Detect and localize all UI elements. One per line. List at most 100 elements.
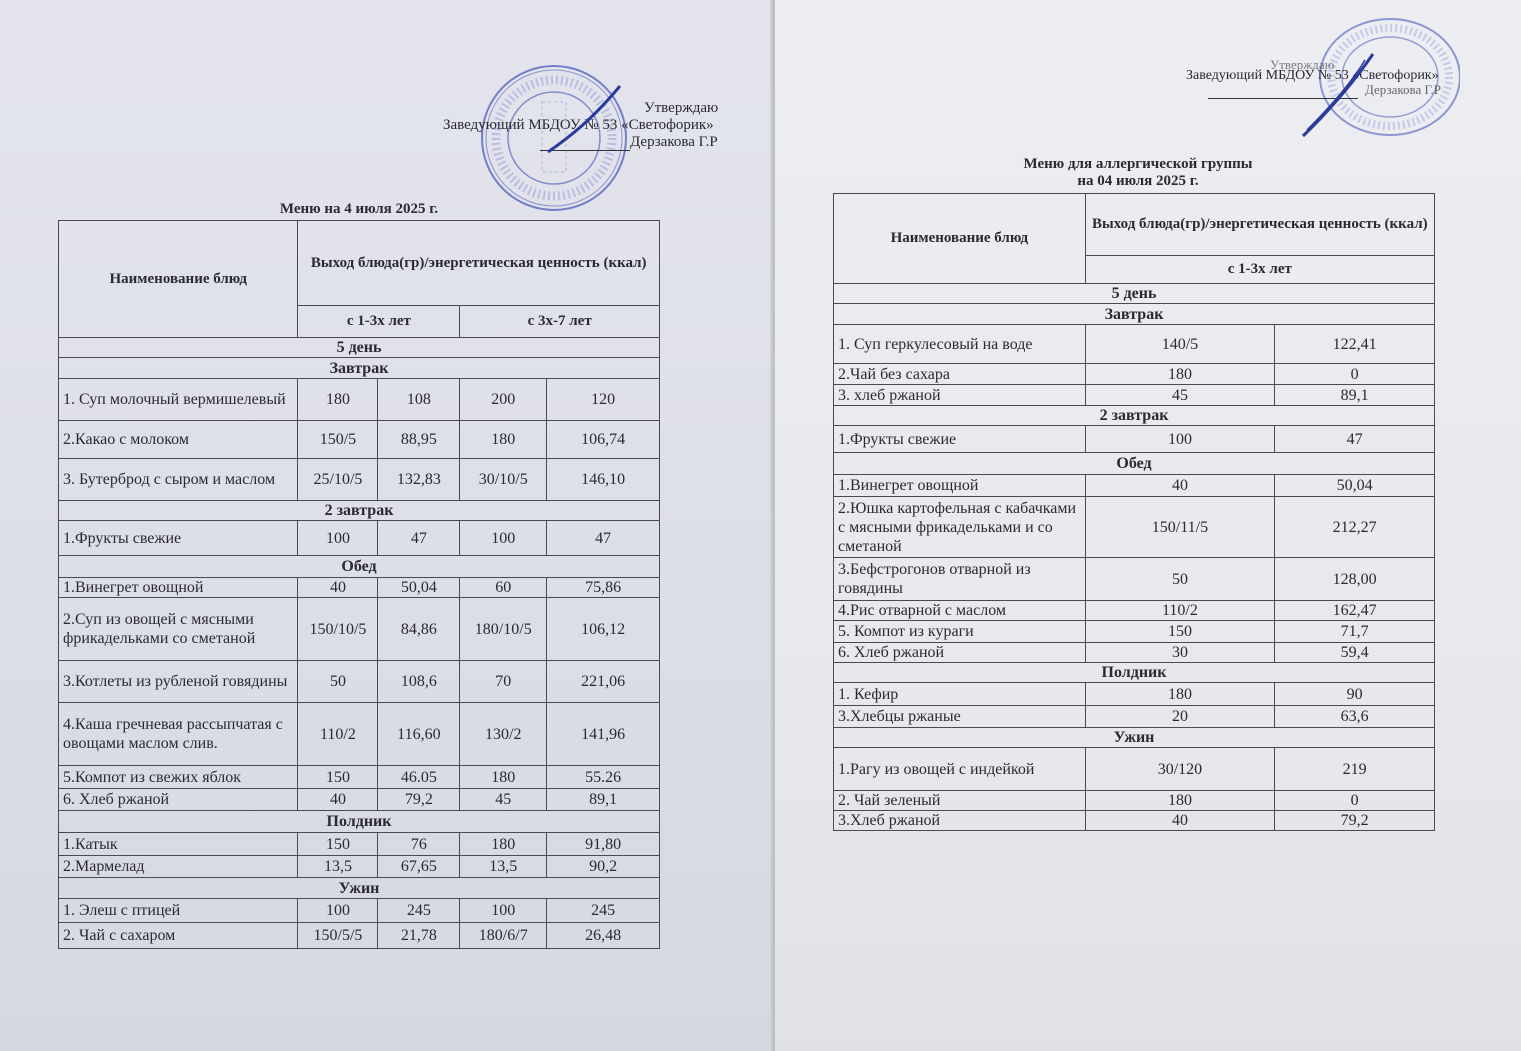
- portion-1-3: 150: [297, 832, 379, 856]
- dish-name: 3. Бутерброд с сыром и маслом: [57, 458, 299, 501]
- portion-1-3: 100: [1084, 425, 1276, 453]
- kcal-3-7: 141,96: [546, 702, 660, 766]
- meal-section-label: Обед: [833, 452, 1435, 475]
- kcal-3-7: 47: [546, 520, 660, 556]
- dish-name: 3.Котлеты из рубленой говядины: [57, 660, 299, 703]
- table-row: 2.Мармелад 13,5 67,65 13,5 90,2: [57, 855, 660, 878]
- dish-name: 2. Чай с сахаром: [57, 922, 299, 949]
- table-row: 3. Бутерброд с сыром и маслом 25/10/5 132,…: [57, 458, 660, 501]
- kcal-1-3: 162,47: [1274, 600, 1435, 621]
- portion-3-7: 100: [459, 898, 548, 923]
- kcal-1-3: 128,00: [1274, 557, 1435, 601]
- portion-3-7: 200: [459, 378, 548, 421]
- table-row: 2.Юшка картофельная с кабачками с мясным…: [833, 496, 1435, 558]
- meal-section-label: Полдник: [833, 662, 1435, 683]
- kcal-1-3: 46.05: [377, 765, 461, 789]
- meal-section-label: 5 день: [58, 337, 660, 358]
- portion-1-3: 50: [297, 660, 379, 703]
- portion-3-7: 180/10/5: [459, 597, 548, 661]
- dish-name: 1. Кефир: [833, 682, 1086, 706]
- table-row: 6. Хлеб ржаной 30 59,4: [833, 642, 1435, 663]
- dish-name: 2. Чай зеленый: [833, 790, 1086, 811]
- header-row: Наименование блюд Выход блюда(гр)/энергет…: [57, 220, 660, 338]
- portion-3-7: 60: [459, 577, 548, 598]
- portion-3-7: 180: [459, 832, 548, 856]
- kcal-1-3: 116,60: [377, 702, 461, 766]
- kcal-1-3: 79,2: [377, 788, 461, 811]
- table-row: 6. Хлеб ржаной 40 79,2 45 89,1: [57, 788, 660, 811]
- table-row: 2.Какао с молоком 150/5 88,95 180 106,74: [57, 420, 660, 459]
- menu-title-line1: Меню для аллергической группы: [1023, 156, 1253, 172]
- approver-position: Заведующий МБДОУ № 53 «Светофорик»: [1186, 68, 1439, 83]
- dish-name: 1.Винегрет овощной: [57, 577, 299, 598]
- table-row: 3.Хлебцы ржаные 20 63,6: [833, 705, 1435, 728]
- age-group-header: с 1-3х лет: [1084, 255, 1436, 284]
- portion-1-3: 100: [297, 898, 379, 923]
- age-row: с 1-3х лет с 3х-7 лет: [59, 305, 660, 338]
- portion-1-3: 150: [297, 765, 379, 789]
- table-row: 3. хлеб ржаной 45 89,1: [833, 384, 1435, 406]
- kcal-1-3: 108: [377, 378, 461, 421]
- kcal-1-3: 63,6: [1274, 705, 1435, 728]
- dish-name: 3. хлеб ржаной: [833, 384, 1086, 406]
- table-row: 1.Винегрет овощной 40 50,04 60 75,86: [57, 577, 660, 598]
- kcal-1-3: 21,78: [377, 922, 461, 949]
- portion-1-3: 180: [1084, 682, 1276, 706]
- signature: [1301, 53, 1375, 138]
- kcal-3-7: 91,80: [546, 832, 660, 856]
- table-row: 1.Рагу из овощей с индейкой 30/120 219: [833, 747, 1435, 791]
- age-row: с 1-3х лет: [834, 255, 1436, 284]
- allergy-menu-table: Наименование блюд Выход блюда(гр)/энергет…: [833, 193, 1436, 831]
- kcal-1-3: 84,86: [377, 597, 461, 661]
- table-row: 1. Кефир 180 90: [833, 682, 1435, 706]
- kcal-1-3: 88,95: [377, 420, 461, 459]
- portion-1-3: 30/120: [1084, 747, 1276, 791]
- dish-name: 1. Суп молочный вермишелевый: [57, 378, 299, 421]
- menu-page-right: Утверждаю Заведующий МБДОУ № 53 «Светофо…: [775, 0, 1521, 1051]
- table-row: 1.Фрукты свежие 100 47 100 47: [57, 520, 660, 556]
- portion-1-3: 140/5: [1084, 324, 1276, 364]
- meal-section-label: Ужин: [58, 877, 660, 899]
- dish-name: 6. Хлеб ржаной: [833, 642, 1086, 663]
- dish-name: 2.Какао с молоком: [57, 420, 299, 459]
- meal-section-label: Обед: [58, 555, 660, 578]
- kcal-3-7: 146,10: [546, 458, 660, 501]
- menu-page-left: Утверждаю Заведующий МБДОУ № 53 «Светофо…: [0, 0, 775, 1051]
- section-row: Завтрак: [833, 303, 1435, 325]
- kcal-3-7: 106,74: [546, 420, 660, 459]
- table-row: 1. Элеш с птицей 100 245 100 245: [57, 898, 660, 923]
- meal-section-label: 2 завтрак: [58, 500, 660, 521]
- kcal-1-3: 0: [1274, 363, 1435, 385]
- portion-1-3: 20: [1084, 705, 1276, 728]
- table-row: 2. Чай зеленый 180 0: [833, 790, 1435, 811]
- portion-1-3: 30: [1084, 642, 1276, 663]
- approver-name: Дерзакова Г.Р: [630, 134, 718, 150]
- meal-section-label: 5 день: [833, 283, 1435, 304]
- portion-1-3: 40: [297, 577, 379, 598]
- official-stamp: [481, 65, 627, 211]
- kcal-1-3: 0: [1274, 790, 1435, 811]
- portion-1-3: 150: [1084, 620, 1276, 643]
- portion-1-3: 40: [1084, 810, 1276, 831]
- dish-name: 4.Каша гречневая рассыпчатая с овощами м…: [57, 702, 299, 766]
- kcal-1-3: 90: [1274, 682, 1435, 706]
- kcal-1-3: 71,7: [1274, 620, 1435, 643]
- age-group-header: с 1-3х лет: [297, 305, 461, 338]
- portion-1-3: 110/2: [1084, 600, 1276, 621]
- table-row: 1. Суп молочный вермишелевый 180 108 200 120: [57, 378, 660, 421]
- kcal-3-7: 89,1: [546, 788, 660, 811]
- portion-1-3: 45: [1084, 384, 1276, 406]
- portion-1-3: 180: [1084, 363, 1276, 385]
- portion-3-7: 130/2: [459, 702, 548, 766]
- section-row: 2 завтрак: [58, 500, 660, 521]
- portion-1-3: 40: [1084, 474, 1276, 497]
- table-row: 3.Хлеб ржаной 40 79,2: [833, 810, 1435, 831]
- section-row: 5 день: [58, 337, 660, 358]
- dish-name: 3.Хлеб ржаной: [833, 810, 1086, 831]
- kcal-1-3: 122,41: [1274, 324, 1435, 364]
- dish-name: 1.Фрукты свежие: [833, 425, 1086, 453]
- kcal-1-3: 219: [1274, 747, 1435, 791]
- table-row: 1.Катык 150 76 180 91,80: [57, 832, 660, 856]
- kcal-3-7: 245: [546, 898, 660, 923]
- meal-section-label: 2 завтрак: [833, 405, 1435, 426]
